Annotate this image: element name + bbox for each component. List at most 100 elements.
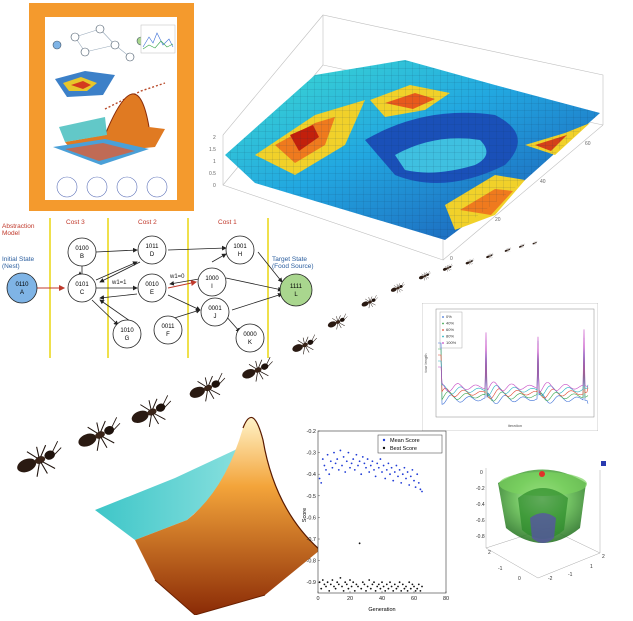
y-tick-label: -0.8 bbox=[307, 559, 316, 565]
scatter-point bbox=[373, 581, 375, 584]
edge-label-w1-1: w1=1 bbox=[111, 280, 127, 286]
svg-text:0110: 0110 bbox=[16, 282, 30, 288]
scatter-point bbox=[347, 451, 350, 454]
scatter-point bbox=[345, 583, 348, 586]
scatter-point bbox=[341, 464, 343, 467]
scatter-point bbox=[337, 468, 340, 471]
scatter-point bbox=[413, 479, 415, 482]
node-code: 0101 bbox=[75, 282, 89, 288]
node-code: 1000 bbox=[205, 276, 219, 282]
scatter-point bbox=[371, 583, 374, 586]
y-tick-label: -0.4 bbox=[307, 472, 316, 478]
scatter-point bbox=[389, 581, 391, 584]
scatter-point bbox=[321, 458, 324, 460]
svg-text:60: 60 bbox=[585, 141, 591, 147]
scatter-point bbox=[397, 585, 399, 588]
ant-icon bbox=[390, 282, 405, 294]
scatter-point bbox=[400, 589, 403, 592]
y-tick-label: -0.3 bbox=[307, 451, 316, 457]
scatter-point bbox=[326, 581, 329, 584]
state-graph-diagram: Abstraction Model Cost 3 Cost 2 Cost 1 In… bbox=[2, 218, 314, 358]
node-target: 1111 L bbox=[279, 273, 313, 307]
scatter-point bbox=[333, 451, 335, 454]
scatter-point bbox=[368, 579, 371, 581]
scatter-point bbox=[387, 587, 390, 590]
legend-mean-score: Mean Score bbox=[390, 438, 420, 444]
ant-icon bbox=[518, 243, 525, 249]
x-tick-label: 40 bbox=[379, 596, 385, 602]
x-tick-label: 60 bbox=[411, 596, 417, 602]
mini-networks-icon bbox=[56, 176, 168, 198]
scatter-point bbox=[387, 462, 390, 465]
scatter-point bbox=[421, 585, 423, 588]
scatter-point bbox=[331, 579, 334, 581]
y-tick-label: -0.2 bbox=[307, 429, 316, 435]
scatter-point bbox=[374, 589, 377, 592]
abstraction-label: Abstraction Model bbox=[2, 223, 35, 237]
mini-line-chart-icon bbox=[140, 24, 176, 54]
ant-icon bbox=[532, 240, 538, 245]
svg-text:-0.8: -0.8 bbox=[476, 534, 485, 540]
node-letter: F bbox=[166, 332, 170, 338]
ant-icon bbox=[242, 356, 273, 382]
scatter-point bbox=[369, 587, 372, 590]
svg-text:1: 1 bbox=[590, 564, 593, 570]
scatter-point bbox=[365, 589, 367, 592]
scatter-point bbox=[336, 458, 339, 460]
node-k: 0000 K bbox=[235, 323, 265, 353]
svg-text:20: 20 bbox=[495, 217, 501, 223]
scatter-point bbox=[405, 477, 407, 480]
scatter-point bbox=[377, 583, 380, 586]
scatter-point bbox=[350, 462, 353, 465]
y-tick-label: -0.9 bbox=[307, 580, 316, 586]
svg-text:2: 2 bbox=[213, 135, 216, 141]
edge-label-w1-0: w1=0 bbox=[169, 274, 185, 280]
svg-text:0: 0 bbox=[518, 576, 521, 582]
svg-text:0: 0 bbox=[480, 470, 483, 476]
mini-graph-icon bbox=[52, 24, 146, 62]
iteration-chart-xlabel: iteration bbox=[508, 423, 522, 428]
scatter-point bbox=[360, 587, 363, 590]
scatter-point bbox=[392, 589, 395, 592]
scatter-point bbox=[363, 462, 366, 465]
svg-text:-0.2: -0.2 bbox=[476, 486, 485, 492]
scatter-point bbox=[382, 464, 385, 467]
scatter-point bbox=[337, 583, 340, 586]
scatter-point bbox=[360, 473, 363, 476]
iteration-chart-legend: 0% 40%60% 80%100% bbox=[439, 311, 463, 349]
cost-label-2: Cost 2 bbox=[138, 219, 157, 226]
scatter-point bbox=[403, 466, 406, 469]
scatter-point bbox=[409, 475, 412, 478]
scatter-point bbox=[401, 583, 404, 586]
svg-text:A: A bbox=[20, 290, 24, 296]
scatter-point bbox=[347, 587, 350, 590]
scatter-point bbox=[406, 589, 409, 592]
scatter-point bbox=[318, 477, 321, 480]
scatter-point bbox=[329, 583, 332, 586]
node-code: 0000 bbox=[243, 332, 257, 338]
node-c: 0101 C bbox=[67, 273, 97, 303]
scatter-point bbox=[336, 581, 339, 584]
scatter-point bbox=[320, 481, 323, 484]
scatter-point bbox=[408, 484, 411, 486]
node-f: 0011 F bbox=[153, 315, 183, 345]
y-tick-label: -0.7 bbox=[307, 537, 316, 543]
scatter-point bbox=[320, 587, 323, 590]
node-letter: G bbox=[125, 336, 130, 342]
scatter-point bbox=[342, 456, 345, 458]
scatter-point bbox=[361, 581, 364, 584]
node-code: 0010 bbox=[145, 282, 159, 288]
x-tick-label: 80 bbox=[443, 596, 449, 602]
ant-icon bbox=[189, 372, 226, 402]
scatter-point bbox=[390, 466, 393, 469]
svg-text:2: 2 bbox=[602, 554, 605, 560]
iteration-series-line bbox=[438, 329, 589, 394]
ant-icon bbox=[292, 334, 317, 355]
scatter-point bbox=[409, 587, 412, 590]
ant-icon bbox=[504, 247, 512, 253]
node-code: 1011 bbox=[146, 244, 160, 250]
svg-text:-2: -2 bbox=[548, 576, 553, 582]
node-letter: B bbox=[80, 254, 84, 260]
scatter-point bbox=[408, 581, 411, 584]
svg-text:40: 40 bbox=[540, 179, 546, 185]
